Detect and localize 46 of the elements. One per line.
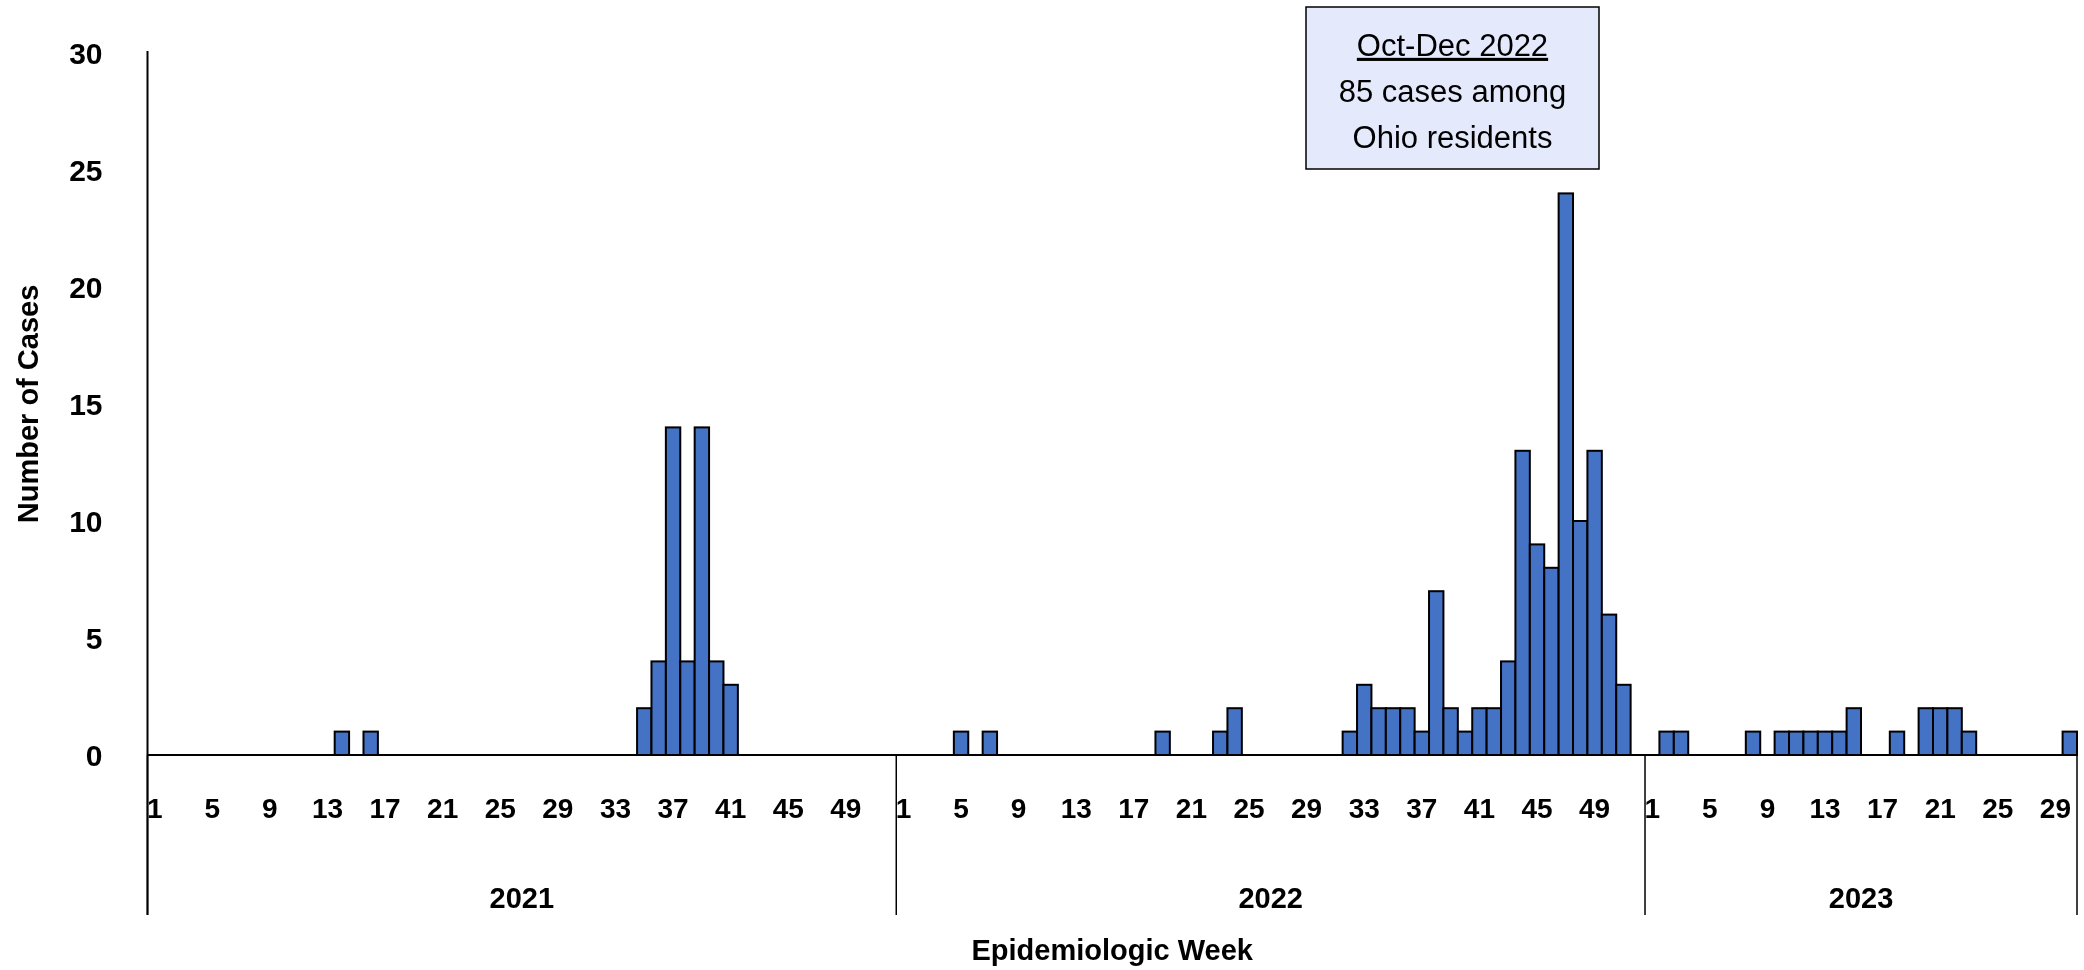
- x-tick-label: 25: [484, 792, 516, 824]
- x-axis-title: Epidemiologic Week: [971, 934, 1254, 967]
- y-axis-title: Number of Cases: [12, 284, 45, 524]
- x-tick-label: 5: [1702, 792, 1718, 824]
- x-tick-label: 33: [1348, 792, 1380, 824]
- x-tick-label: 9: [262, 792, 278, 824]
- x-tick-label: 5: [204, 792, 221, 824]
- y-tick-label: 25: [69, 153, 103, 187]
- x-tick-label: 37: [657, 792, 689, 824]
- y-tick-label: 20: [69, 270, 103, 304]
- x-tick-label: 13: [1060, 792, 1092, 824]
- x-tick-label: 33: [599, 792, 632, 824]
- y-tick-label: 30: [69, 36, 103, 70]
- x-tick-label: 29: [2039, 792, 2071, 824]
- x-tick-label: 13: [1809, 792, 1841, 824]
- x-tick-label: 17: [369, 792, 401, 824]
- x-tick-label: 17: [1867, 792, 1899, 824]
- x-tick-label: 49: [830, 792, 862, 824]
- x-tick-label: 37: [1406, 792, 1438, 824]
- x-tick-label: 21: [1924, 792, 1956, 824]
- x-tick-label: 1: [1644, 792, 1661, 824]
- annotation: Oct-Dec 2022 85 cases among Ohio residents: [1338, 27, 1567, 155]
- x-tick-label: 45: [772, 792, 804, 824]
- x-tick-label: 29: [1291, 792, 1323, 824]
- y-tick-label: 10: [69, 504, 103, 538]
- y-tick-label: 5: [85, 621, 103, 655]
- x-tick-label: 25: [1233, 792, 1265, 824]
- x-tick-label: 41: [1463, 792, 1496, 824]
- y-tick-label: 15: [69, 387, 103, 421]
- x-tick-label: 45: [1521, 792, 1553, 824]
- x-tick-label: 13: [311, 792, 344, 824]
- text: 2023: [1828, 882, 1894, 915]
- y-tick-label: 0: [85, 738, 103, 772]
- x-tick-label: 9: [1010, 792, 1027, 824]
- x-tick-label: 21: [1175, 792, 1208, 824]
- text: 2022: [1238, 882, 1303, 915]
- x-tick-label: 41: [715, 792, 747, 824]
- x-tick-label: 21: [427, 792, 459, 824]
- text: 2021: [489, 882, 555, 915]
- x-tick-label: 17: [1118, 792, 1150, 824]
- x-tick-label: 25: [1982, 792, 2014, 824]
- x-tick-label: 1: [895, 792, 912, 824]
- x-tick-label: 9: [1759, 792, 1776, 824]
- x-tick-label: 49: [1579, 792, 1611, 824]
- x-tick-label: 5: [953, 792, 969, 824]
- x-tick-label: 29: [542, 792, 574, 824]
